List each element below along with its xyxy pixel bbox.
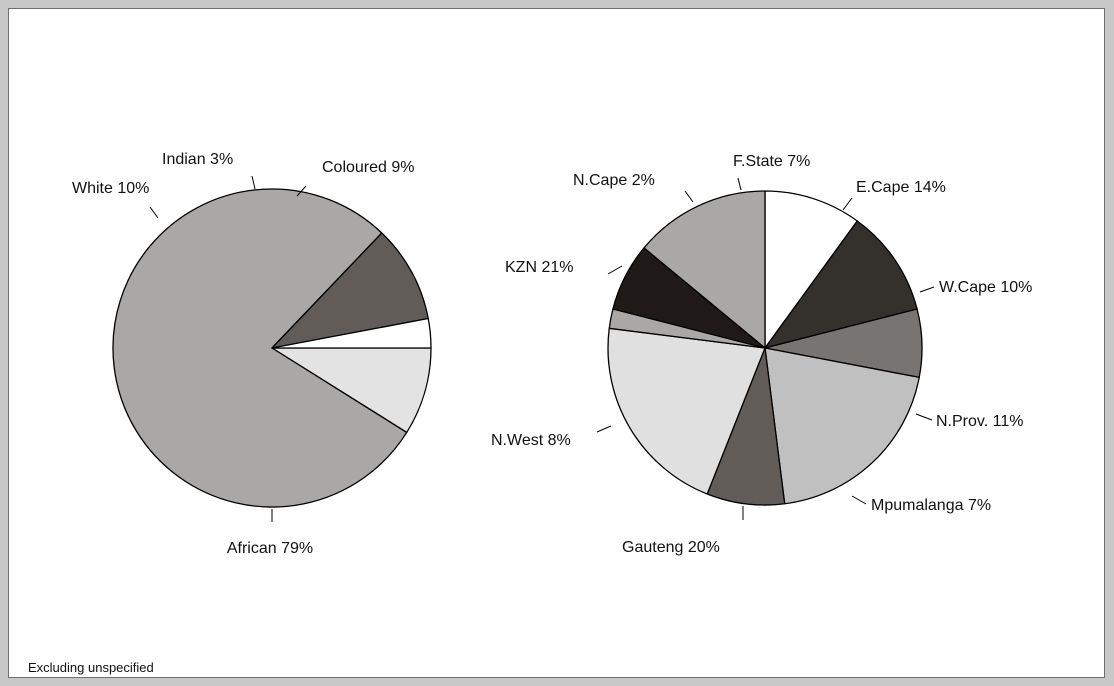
pie-chart-province: W.Cape 10% N.Prov. 11% Mpumalanga 7% Gauten… <box>491 153 1032 556</box>
pie-slice-kzn <box>607 327 766 495</box>
slice-label-mpumalanga: Mpumalanga 7% <box>871 497 991 514</box>
footnote: Excluding unspecified <box>28 660 154 675</box>
slice-label-n-west: N.West 8% <box>491 432 571 449</box>
leader-line-mpumalanga <box>851 495 867 505</box>
pie-slice-white <box>271 232 429 349</box>
pie-slice-african <box>112 188 408 508</box>
leader-line-n-cape <box>684 190 694 203</box>
pie-slice-n-prov <box>764 220 918 349</box>
leader-line-n-west <box>596 425 612 433</box>
pie-slice-w-cape <box>764 190 858 349</box>
leader-line-f-state <box>737 177 742 191</box>
pie-chart-population-group: Coloured 9% African 79% White 10% Indian 3% <box>72 151 432 557</box>
slice-label-w-cape: W.Cape 10% <box>939 279 1032 296</box>
slice-label-e-cape: E.Cape 14% <box>856 179 946 196</box>
pie-slice-gauteng <box>764 347 920 505</box>
leader-line-w-cape <box>919 286 935 293</box>
leader-line-n-prov <box>915 413 933 421</box>
slice-label-indian: Indian 3% <box>162 151 233 168</box>
slice-label-f-state: F.State 7% <box>733 153 810 170</box>
pie-slice-coloured <box>271 347 432 434</box>
slice-label-coloured: Coloured 9% <box>322 159 415 176</box>
pie-slice-indian <box>271 317 432 349</box>
slice-label-white: White 10% <box>72 180 149 197</box>
leader-line-white <box>149 206 159 219</box>
pie-slice-e-cape <box>643 190 766 349</box>
leader-line-coloured <box>296 185 307 197</box>
slice-label-gauteng: Gauteng 20% <box>622 539 720 556</box>
slice-label-african: African 79% <box>227 540 313 557</box>
slice-label-n-cape: N.Cape 2% <box>573 172 655 189</box>
slice-label-n-prov: N.Prov. 11% <box>936 413 1023 430</box>
leader-line-indian <box>251 175 256 190</box>
leader-line-kzn <box>607 265 623 275</box>
slice-label-kzn: KZN 21% <box>505 259 573 276</box>
leader-line-e-cape <box>842 197 853 211</box>
